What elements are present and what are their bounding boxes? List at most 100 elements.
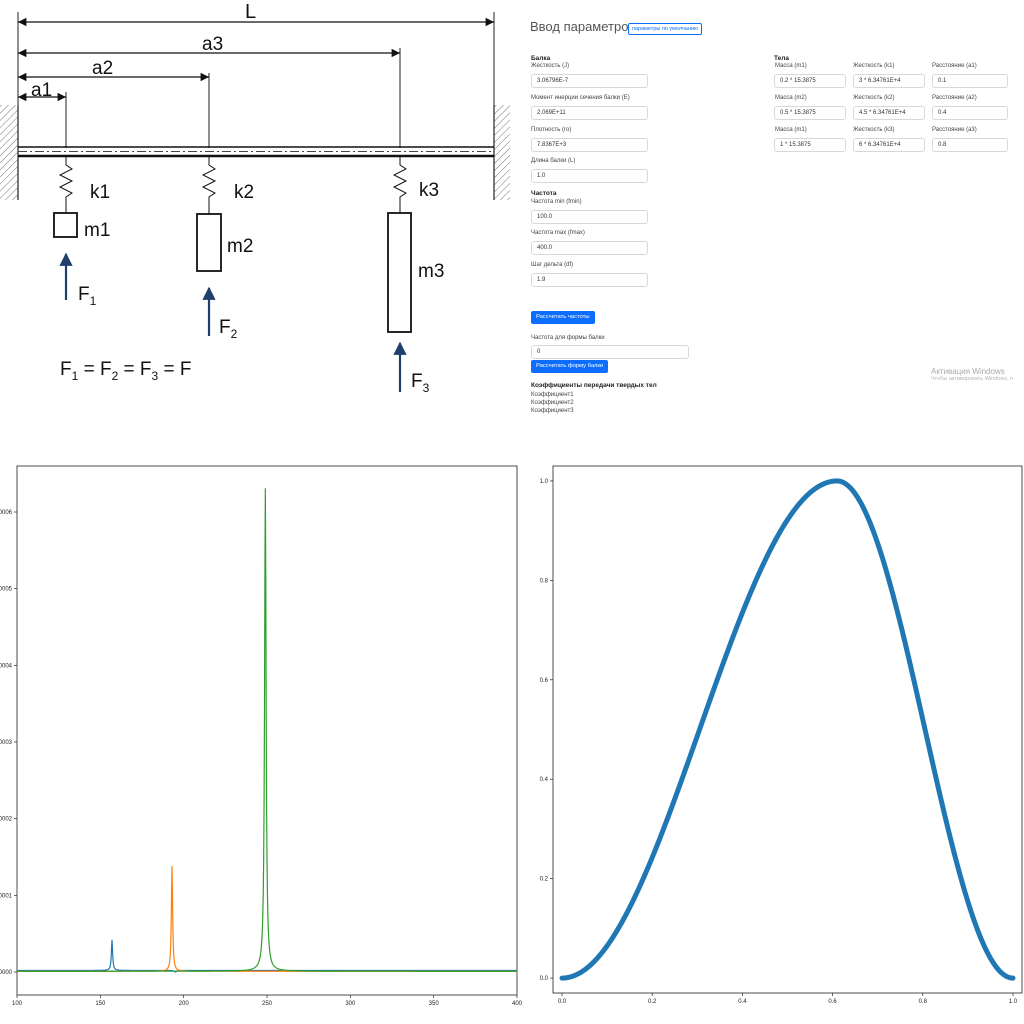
- x-tick-label: 100: [12, 1001, 23, 1007]
- df-label: Шаг дельта (df): [531, 262, 574, 268]
- y-tick-label: 0.0006: [0, 510, 13, 516]
- beam-length-label: Длина балки (L): [531, 158, 576, 164]
- windows-activation-text: Чтобы активировать Windows, п: [931, 376, 1014, 382]
- spring-k2: [201, 157, 217, 214]
- label-k1: k1: [90, 182, 110, 203]
- df-input[interactable]: 1.9: [531, 273, 648, 287]
- stiffness-k3-input[interactable]: 6 * 6.34761E+4: [853, 138, 925, 152]
- label-a2: a2: [92, 58, 113, 79]
- x-tick-label: 400: [512, 1001, 522, 1007]
- distance-a3-label: Расстояние (a3): [932, 127, 977, 133]
- x-tick-label: 0.6: [828, 999, 837, 1005]
- mass-m1: [53, 212, 78, 238]
- mass-m1-input[interactable]: 0.2 * 15.3875: [774, 74, 846, 88]
- calc-shape-button[interactable]: Рассчитать форму балки: [531, 360, 609, 373]
- distance-a2-input[interactable]: 0.4: [932, 106, 1008, 120]
- y-tick-label: 0.0002: [0, 817, 13, 823]
- label-m3: m3: [418, 261, 444, 282]
- fmax-input[interactable]: 400.0: [531, 241, 648, 255]
- inertia-e-input[interactable]: 2.069E+11: [531, 106, 648, 120]
- label-m1: m1: [84, 220, 110, 241]
- label-f3: F3: [411, 371, 430, 395]
- mass-m3-label: Масса (m1): [775, 127, 807, 133]
- force-equation: F1 = F2 = F3 = F: [60, 359, 191, 383]
- x-tick-label: 0.4: [738, 999, 747, 1005]
- right-wall: [493, 105, 510, 200]
- x-tick-label: 0.8: [919, 999, 928, 1005]
- x-tick-label: 150: [95, 1001, 106, 1007]
- beam-heading: Балка: [531, 55, 551, 62]
- label-a3: a3: [202, 34, 223, 55]
- shape-line: [559, 478, 1016, 981]
- x-tick-label: 300: [345, 1001, 356, 1007]
- x-tick-label: 0.2: [648, 999, 657, 1005]
- stiffness-k3-label: Жесткость (k3): [853, 127, 895, 133]
- y-tick-label: 0.0: [540, 976, 549, 982]
- label-f1: F1: [78, 284, 97, 308]
- parameters-form: Ввод параметров параметры по умолчанию Б…: [522, 0, 1024, 430]
- shape-frequency-label: Частота для формы балки: [531, 335, 605, 341]
- distance-a3-input[interactable]: 0.8: [932, 138, 1008, 152]
- stiffness-k1-input[interactable]: 3 * 6.34761E+4: [853, 74, 925, 88]
- stiffness-j-label: Жесткость (J): [531, 63, 570, 69]
- label-L: L: [245, 1, 256, 23]
- fmax-label: Частота max (fmax): [531, 230, 585, 236]
- coefficient-3: Коэффициент3: [531, 408, 574, 414]
- beam-length-input[interactable]: 1.0: [531, 169, 648, 183]
- beam-shape-chart: 0.0 0.2 0.4 0.6 0.8 1.0 0.0 0.2 0.4 0.6 0.8 1.0: [540, 465, 1023, 1005]
- bodies-heading: Тела: [774, 55, 790, 62]
- defaults-button[interactable]: параметры по умолчанию: [628, 23, 703, 35]
- y-tick-label: 1.0: [540, 479, 549, 485]
- coefficients-heading: Коэффициенты передачи твердых тел: [531, 382, 657, 389]
- distance-a1-label: Расстояние (a1): [932, 63, 977, 69]
- y-tick-label: 0.0005: [0, 587, 13, 593]
- mass-m2-label: Масса (m2): [775, 95, 807, 101]
- fmin-label: Частота min (fmin): [531, 199, 582, 205]
- label-f2: F2: [219, 317, 238, 341]
- density-label: Плотность (ro): [531, 127, 572, 133]
- form-title: Ввод параметров: [530, 19, 636, 34]
- left-wall: [0, 105, 19, 200]
- label-k3: k3: [419, 180, 439, 201]
- density-input[interactable]: 7.8367E+3: [531, 138, 648, 152]
- shape-frequency-input[interactable]: 0: [531, 345, 689, 359]
- fmin-input[interactable]: 100.0: [531, 210, 648, 224]
- stiffness-k2-input[interactable]: 4.5 * 6.34761E+4: [853, 106, 925, 120]
- x-tick-label: 350: [429, 1001, 440, 1007]
- frequency-heading: Частота: [531, 190, 557, 197]
- distance-a1-input[interactable]: 0.1: [932, 74, 1008, 88]
- y-tick-label: 0.2: [540, 877, 549, 883]
- y-tick-label: 0.8: [540, 578, 549, 584]
- label-k2: k2: [234, 182, 254, 203]
- mass-m1-label: Масса (m1): [775, 63, 807, 69]
- windows-activation-title: Активация Windows: [931, 367, 1005, 376]
- spring-k3: [392, 157, 408, 213]
- stiffness-k2-label: Жесткость (k2): [853, 95, 895, 101]
- x-tick-label: 0.0: [558, 999, 567, 1005]
- x-tick-label: 1.0: [1009, 999, 1018, 1005]
- beam-diagram: L a3 a2 a1 k1 k2 k3 m1 m2 m3 F1 F2 F3 F1…: [0, 1, 510, 395]
- stiffness-j-input[interactable]: 3.06796E-7: [531, 74, 648, 88]
- y-tick-label: 0.0003: [0, 740, 13, 746]
- mass-m3: [387, 212, 412, 333]
- plot-frame: [16, 465, 518, 996]
- distance-a2-label: Расстояние (a2): [932, 95, 977, 101]
- calc-frequencies-button[interactable]: Рассчитать частоты: [531, 311, 595, 324]
- mass-m2: [196, 213, 222, 272]
- y-tick-label: 0.6: [540, 678, 549, 684]
- coefficient-2: Коэффициент2: [531, 400, 574, 406]
- x-tick-label: 200: [179, 1001, 190, 1007]
- x-tick-label: 250: [262, 1001, 273, 1007]
- mass-m3-input[interactable]: 1 * 15.3875: [774, 138, 846, 152]
- plot-frame: [552, 465, 1023, 994]
- stiffness-k1-label: Жесткость (k1): [853, 63, 895, 69]
- series-line-1: [17, 939, 517, 973]
- mass-m2-input[interactable]: 0.5 * 15.3875: [774, 106, 846, 120]
- label-m2: m2: [227, 236, 253, 257]
- spring-k1: [58, 157, 74, 213]
- y-tick-label: 0.4: [540, 777, 549, 783]
- y-tick-label: 0.0004: [0, 663, 13, 669]
